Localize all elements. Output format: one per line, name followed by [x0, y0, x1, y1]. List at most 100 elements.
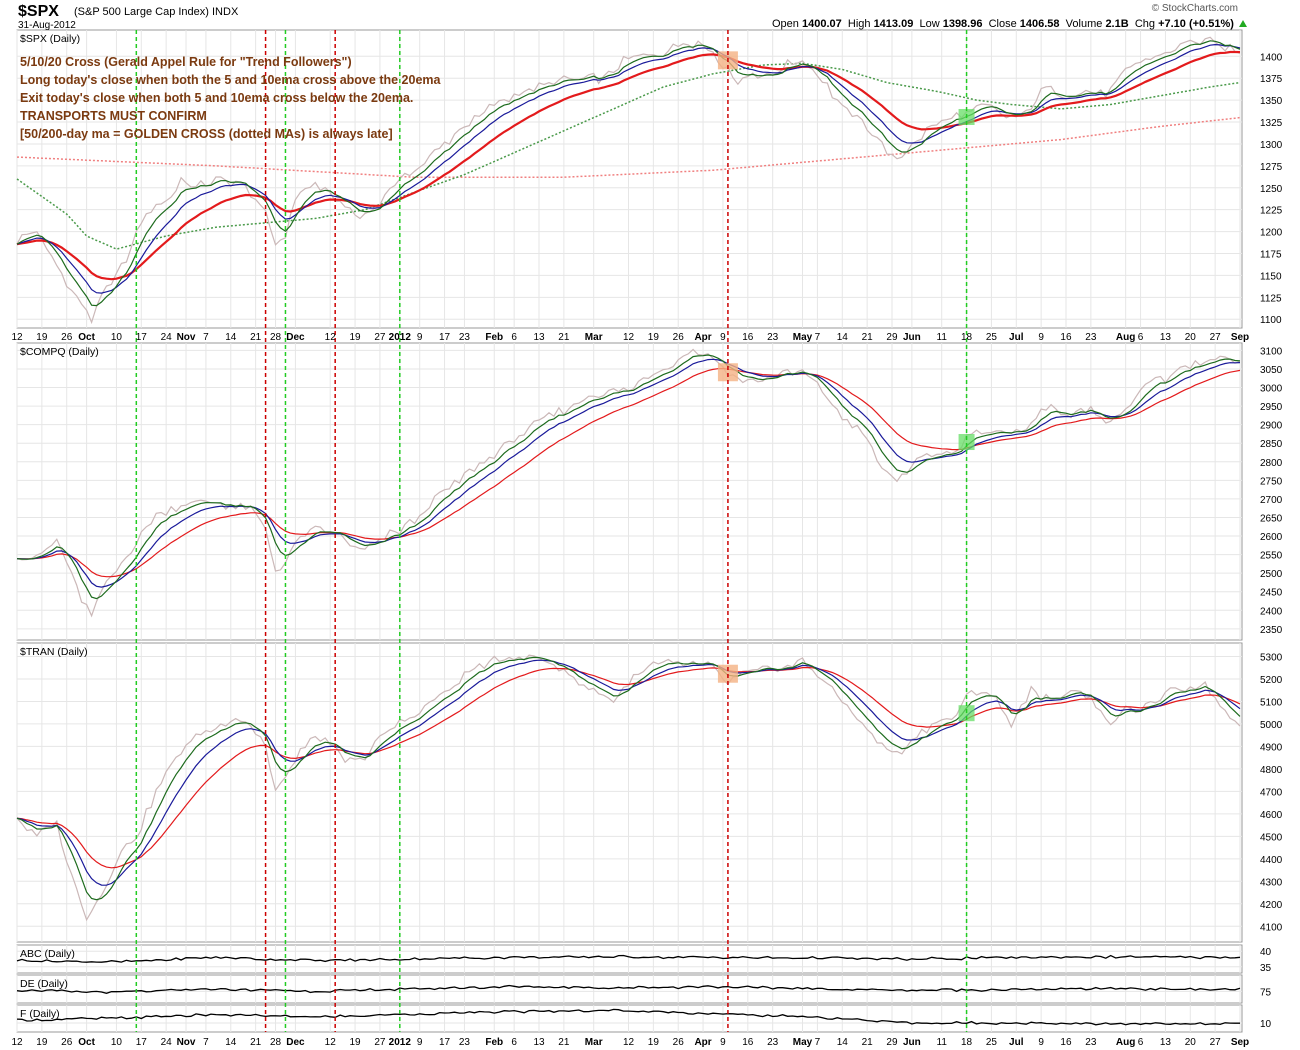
y-tick-label: 5100: [1260, 697, 1283, 708]
y-tick-label: 3050: [1260, 365, 1283, 376]
x-tick-label: Jul: [1009, 332, 1024, 343]
y-tick-label: 4700: [1260, 787, 1283, 798]
x-tick-label: 25: [986, 332, 998, 343]
annotation-3: Exit today's close when both 5 and 10ema…: [20, 91, 414, 105]
panel-title: DE (Daily): [20, 978, 68, 990]
y-tick-label: 4600: [1260, 810, 1283, 821]
panel-f: 10 F (Daily): [16, 1004, 1272, 1033]
y-tick-label: 2600: [1260, 532, 1283, 543]
ema5-line: [16, 656, 1241, 901]
panel-frame: [16, 642, 1243, 943]
ema5-line: [16, 40, 1241, 307]
chg-value: +7.10 (+0.51%): [1158, 18, 1234, 30]
x-tick-label: 2012: [389, 332, 412, 343]
x-tick-label: 6: [511, 1037, 517, 1048]
x-tick-label: Jul: [1009, 1037, 1024, 1048]
y-tick-label: 2700: [1260, 495, 1283, 506]
x-tick-label: 13: [1160, 332, 1172, 343]
y-tick-label: 3100: [1260, 346, 1283, 357]
open-value: 1400.07: [801, 18, 842, 30]
symbol-description: (S&P 500 Large Cap Index) INDX: [74, 6, 239, 18]
x-tick-label: 16: [1060, 332, 1072, 343]
y-tick-label: 35: [1260, 963, 1272, 974]
x-tick-label: 28: [270, 332, 282, 343]
x-tick-label: 21: [250, 332, 262, 343]
x-tick-label: 9: [417, 1037, 423, 1048]
watermark[interactable]: © StockCharts.com: [1151, 3, 1238, 14]
x-tick-label: 21: [558, 332, 570, 343]
annotation-4: TRANSPORTS MUST CONFIRM: [20, 109, 207, 123]
x-tick-label: 12: [325, 332, 337, 343]
y-tick-label: 1300: [1260, 140, 1283, 151]
y-tick-label: 4100: [1260, 922, 1283, 933]
panel-frame: [16, 342, 1243, 641]
x-tick-label: 19: [350, 332, 362, 343]
panel-title: $SPX (Daily): [20, 33, 80, 45]
x-tick-label: 23: [1085, 332, 1097, 343]
y-tick-label: 1375: [1260, 74, 1283, 85]
price-line: [16, 954, 1241, 963]
x-tick-label: 27: [1210, 332, 1222, 343]
ma200-line: [16, 116, 1241, 178]
x-tick-label: 7: [815, 332, 821, 343]
price-line: [16, 984, 1241, 994]
x-tick-label: May: [793, 332, 813, 343]
x-tick-label: 23: [767, 332, 779, 343]
y-tick-label: 40: [1260, 947, 1272, 958]
y-tick-label: 4900: [1260, 742, 1283, 753]
x-tick-label: 10: [111, 1037, 123, 1048]
sell-marker: [717, 363, 738, 382]
x-tick-label: 6: [1138, 332, 1144, 343]
x-tick-label: 11: [937, 1037, 948, 1048]
x-tick-label: 26: [673, 1037, 685, 1048]
y-tick-label: 4400: [1260, 855, 1283, 866]
x-tick-label: 6: [1138, 1037, 1144, 1048]
y-tick-label: 1225: [1260, 206, 1283, 217]
annotation-1: 5/10/20 Cross (Gerald Appel Rule for "Tr…: [20, 55, 352, 69]
y-tick-label: 2650: [1260, 513, 1283, 524]
volume-value: 2.1B: [1105, 18, 1129, 30]
x-tick-label: 26: [673, 332, 685, 343]
y-tick-label: 1250: [1260, 184, 1283, 195]
x-tick-label: Aug: [1116, 1037, 1135, 1048]
close-label: Close: [988, 18, 1017, 30]
x-tick-label: 28: [270, 1037, 282, 1048]
x-tick-label: 27: [1210, 1037, 1222, 1048]
x-tick-label: Feb: [485, 1037, 503, 1048]
x-tick-label: 19: [648, 1037, 660, 1048]
ema10-line: [16, 43, 1241, 294]
x-tick-label: 24: [161, 1037, 173, 1048]
x-tick-label: 13: [533, 1037, 545, 1048]
x-tick-label: 9: [417, 332, 423, 343]
x-tick-label: 23: [459, 332, 471, 343]
y-tick-label: 2350: [1260, 625, 1283, 636]
x-tick-label: 27: [374, 332, 386, 343]
x-tick-label: 17: [439, 1037, 451, 1048]
ema20-line: [16, 50, 1241, 281]
x-tick-label: 9: [1038, 332, 1044, 343]
buy-marker: [958, 434, 975, 451]
x-tick-label: 26: [61, 1037, 73, 1048]
x-tick-label: 20: [1185, 1037, 1197, 1048]
panel-frame: [16, 944, 1243, 974]
x-tick-label: 24: [161, 332, 173, 343]
x-tick-label: Mar: [585, 1037, 603, 1048]
symbol: $SPX: [18, 3, 59, 20]
ema20-line: [16, 367, 1241, 578]
x-tick-label: 23: [767, 1037, 779, 1048]
panel-spx: 1100 1125 1150 1175 1200 1225 1250 1275 1300 1325…: [16, 29, 1283, 329]
x-tick-label: 26: [61, 332, 73, 343]
panel-abc: 35 40 ABC (Daily): [16, 944, 1272, 974]
y-tick-label: 5200: [1260, 675, 1283, 686]
x-tick-label: Apr: [694, 332, 711, 343]
x-tick-label: 9: [1038, 1037, 1044, 1048]
x-tick-label: Dec: [286, 332, 305, 343]
x-tick-label: 16: [742, 332, 754, 343]
x-tick-label: 14: [837, 332, 849, 343]
x-tick-label: 19: [350, 1037, 362, 1048]
chg-label: Chg: [1134, 18, 1155, 30]
y-tick-label: 75: [1260, 987, 1272, 998]
panel-de: 75 DE (Daily): [16, 974, 1272, 1004]
x-tick-label: 7: [203, 1037, 209, 1048]
